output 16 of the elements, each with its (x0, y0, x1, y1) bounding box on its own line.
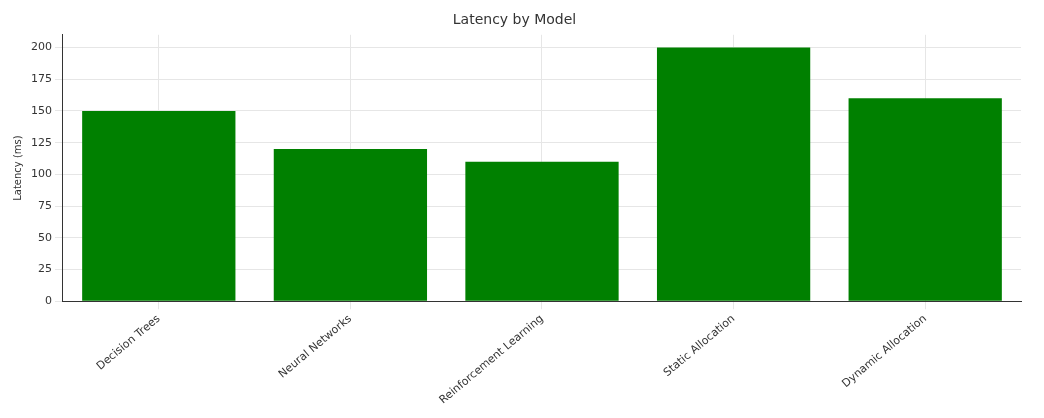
bar (273, 149, 428, 301)
bar (465, 161, 619, 301)
y-tick-label: 0 (45, 294, 52, 308)
y-axis-title: Latency (ms) (11, 135, 23, 201)
y-tick-label: 125 (31, 135, 52, 149)
y-tick-label: 25 (38, 262, 52, 276)
y-tick-label: 75 (38, 198, 52, 212)
y-tick-label: 100 (31, 167, 52, 181)
y-tick-label: 200 (31, 40, 52, 54)
chart-title: Latency by Model (452, 11, 577, 28)
y-tick-label: 50 (38, 230, 52, 244)
y-tick-label: 175 (31, 72, 52, 86)
bar (848, 98, 1002, 301)
bar (82, 110, 236, 301)
y-tick-label: 150 (31, 103, 52, 117)
bar (656, 47, 811, 301)
